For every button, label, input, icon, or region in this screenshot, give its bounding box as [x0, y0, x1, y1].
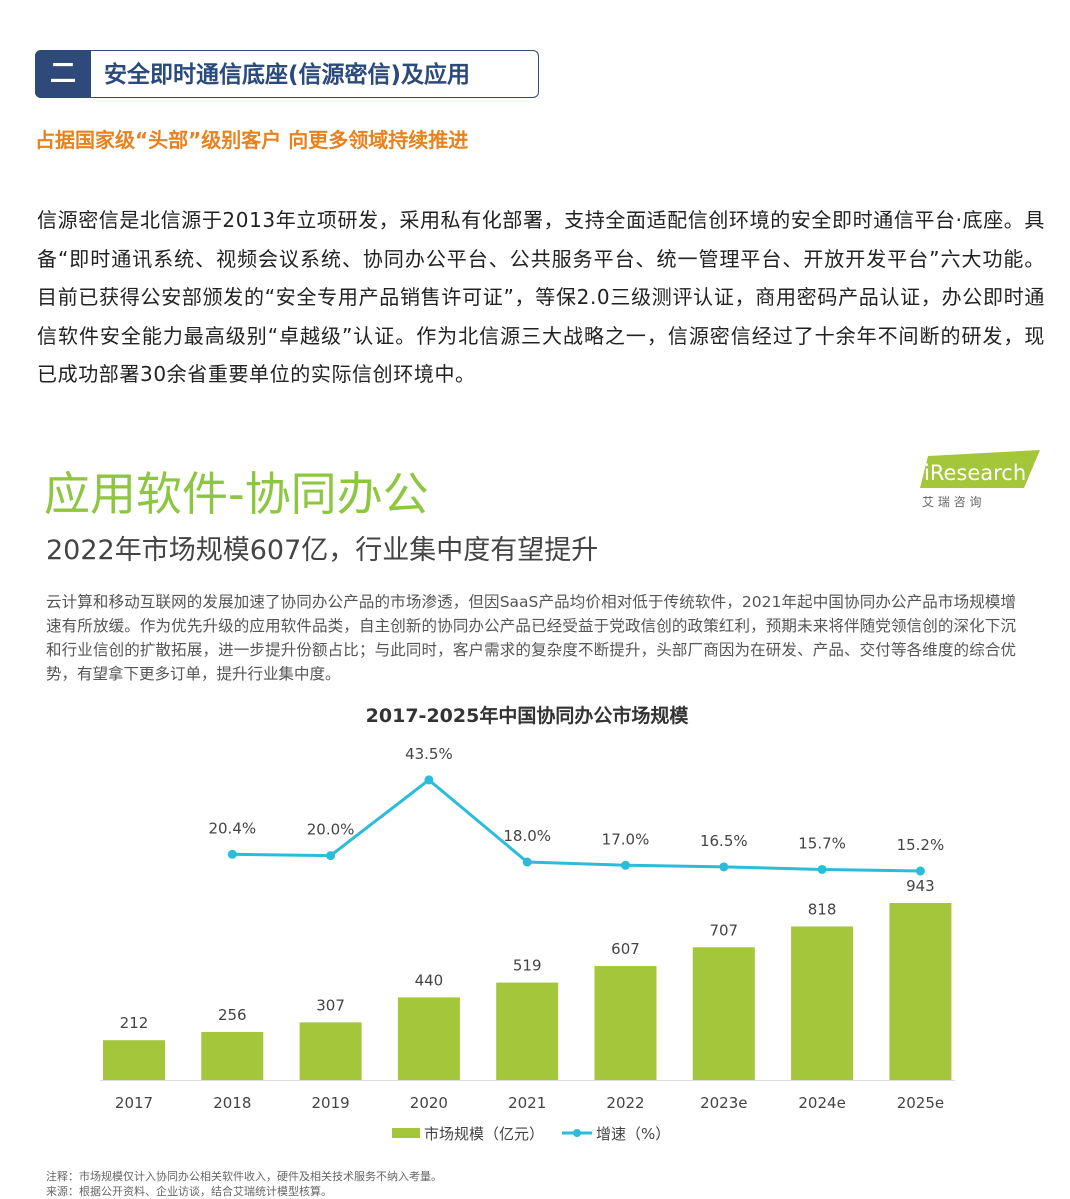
growth-line — [232, 778, 921, 873]
header-badge: 二 — [35, 50, 91, 98]
growth-point — [817, 864, 827, 874]
line-label: 15.2% — [897, 836, 945, 854]
x-tick-label: 2021 — [508, 1094, 546, 1112]
line-label: 16.5% — [700, 832, 748, 850]
legend-label: 增速（%） — [596, 1125, 670, 1143]
bar-label: 519 — [513, 957, 542, 975]
line-label: 17.0% — [602, 830, 650, 848]
bar — [496, 982, 559, 1080]
bar — [397, 997, 460, 1080]
x-tick-label: 2019 — [312, 1094, 350, 1112]
logo-subtext: 艾 瑞 咨 询 — [922, 494, 981, 509]
logo-shape — [920, 450, 1040, 488]
x-tick-label: 2018 — [213, 1094, 251, 1112]
growth-point — [227, 849, 237, 859]
legend-swatch — [392, 1128, 420, 1138]
bar — [692, 947, 755, 1080]
x-tick-label: 2023e — [700, 1094, 747, 1112]
note: 注释：市场规模仅计入协同办公相关软件收入，硬件及相关技术服务不纳入考量。 — [46, 1170, 442, 1183]
bar-label: 818 — [808, 900, 837, 918]
bar-label: 607 — [611, 940, 640, 958]
x-tick-label: 2020 — [410, 1094, 448, 1112]
chart: 2017-2025年中国协同办公市场规模 2017 2018 2019 2020 202… — [100, 704, 955, 1143]
growth-point — [326, 851, 336, 861]
line-label: 18.0% — [503, 827, 551, 845]
chart-title: 2017-2025年中国协同办公市场规模 — [366, 704, 690, 727]
growth-point — [522, 857, 532, 867]
x-tick-label: 2025e — [897, 1094, 944, 1112]
bar — [791, 926, 854, 1080]
growth-point — [424, 775, 434, 785]
line-label: 20.4% — [208, 819, 256, 837]
bar — [201, 1031, 264, 1080]
line-label: 20.0% — [307, 821, 355, 839]
bar-label: 212 — [120, 1014, 149, 1032]
bar — [889, 903, 952, 1080]
logo-text: iResearch — [924, 461, 1026, 485]
line-label: 43.5% — [405, 745, 453, 763]
paragraph: 信源密信是北信源于2013年立项研发，采用私有化部署，支持全面适配信创环境的安全… — [37, 208, 1045, 386]
bar — [103, 1040, 165, 1080]
header-title: 安全即时通信底座(信源密信)及应用 — [104, 62, 471, 88]
x-tick-label: 2017 — [115, 1094, 153, 1112]
logo: iResearch 艾 瑞 咨 询 — [920, 450, 1040, 509]
source: 来源：根据公开资料、企业访谈，结合艾瑞统计模型核算。 — [46, 1185, 332, 1198]
bar — [299, 1022, 362, 1080]
bar-label: 943 — [906, 877, 935, 895]
growth-point — [719, 862, 729, 872]
bar-label: 440 — [415, 971, 444, 989]
legend-swatch — [573, 1129, 581, 1137]
x-tick-label: 2024e — [798, 1094, 845, 1112]
bar-label: 256 — [218, 1006, 247, 1024]
bar — [594, 966, 657, 1080]
x-tick-label: 2022 — [606, 1094, 644, 1112]
figure-description: 云计算和移动互联网的发展加速了协同办公产品的市场渗透，但因SaaS产品均价相对低… — [46, 593, 1016, 683]
subtitle: 占据国家级“头部”级别客户 向更多领域持续推进 — [35, 128, 469, 152]
bar-label: 707 — [709, 921, 738, 939]
legend-label: 市场规模（亿元） — [424, 1125, 544, 1143]
line-label: 15.7% — [798, 834, 846, 852]
growth-point — [915, 866, 925, 876]
bar-label: 307 — [316, 996, 345, 1014]
growth-point — [621, 860, 630, 870]
figure-title: 应用软件-协同办公 — [44, 467, 429, 521]
figure-subtitle: 2022年市场规模607亿，行业集中度有望提升 — [46, 535, 599, 566]
